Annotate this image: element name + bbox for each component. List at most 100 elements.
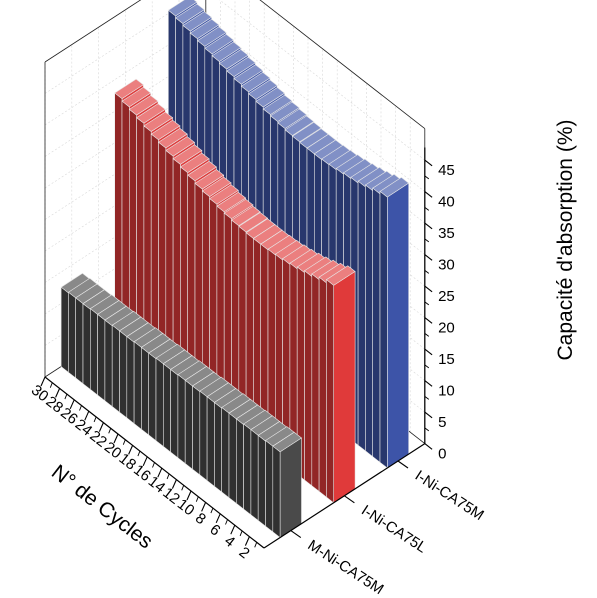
bar-front-face (177, 373, 186, 465)
x-tick (98, 422, 104, 432)
y-tick (424, 254, 433, 261)
y-tick-label: 25 (438, 288, 455, 305)
bar-front-face (265, 439, 274, 533)
y-tick (424, 317, 433, 324)
bar-front-face (257, 434, 266, 527)
x-tick (55, 388, 61, 398)
bar-front-face (311, 273, 320, 493)
x-minor-tick (181, 485, 185, 491)
x-minor-tick (49, 382, 53, 388)
y-tick-label: 0 (438, 445, 446, 462)
bar-front-face (75, 297, 84, 385)
x-tick-label: 30 (28, 382, 52, 406)
bar-front-face (68, 291, 76, 379)
series-label: I-Ni-CA75L (358, 502, 429, 557)
bar-front-face (304, 270, 313, 487)
series-I-Ni-CA75L (114, 78, 356, 504)
bar-front-face (148, 352, 157, 442)
x-tick (215, 513, 221, 524)
bar-front-face (357, 180, 366, 452)
x-minor-tick (64, 393, 68, 400)
y-tick-label: 35 (438, 225, 455, 242)
x-minor-tick (254, 542, 258, 548)
bar-front-face (236, 418, 244, 510)
x-tick-label: 20 (101, 439, 125, 463)
x-tick (201, 502, 207, 512)
x-minor-tick (239, 530, 243, 537)
y-tick-label: 30 (438, 256, 455, 273)
bar-front-face (155, 357, 164, 448)
bar-front-face (365, 184, 374, 458)
x-tick-label: 18 (116, 450, 140, 474)
bar-front-face (192, 385, 201, 476)
x-minor-tick (137, 450, 141, 457)
bar-front-face (272, 445, 281, 539)
bar-front-face (141, 346, 149, 436)
y-minor-tick (424, 301, 430, 306)
bar-front-face (104, 319, 113, 408)
bar-front-face (221, 406, 230, 499)
bar-front-face (250, 429, 259, 522)
x-minor-tick (166, 473, 170, 480)
x-minor-tick (79, 405, 82, 411)
bar (325, 265, 356, 504)
bar-front-face (119, 330, 128, 419)
x-tick-label: 10 (174, 496, 198, 520)
x-tick (69, 399, 75, 410)
bar-front-face (379, 190, 388, 469)
bar-front-face (214, 401, 222, 493)
x-tick (186, 490, 192, 501)
bar-front-face (82, 303, 91, 391)
x-tick (157, 467, 163, 478)
series-tick (344, 495, 355, 504)
x-tick-label: 4 (221, 532, 238, 551)
x-tick-label: 24 (72, 416, 96, 440)
x-tick (84, 410, 90, 421)
bar-front-face (243, 423, 252, 516)
y-minor-tick (424, 269, 430, 274)
bar-front-face (326, 279, 335, 504)
x-minor-tick (122, 439, 126, 445)
bar-front-face (228, 412, 237, 505)
bar-front-face (111, 324, 120, 413)
y-tick (424, 285, 433, 293)
bar (379, 177, 410, 469)
y-minor-tick (424, 395, 430, 400)
y-tick-label: 15 (438, 351, 455, 368)
bar-front-face (184, 379, 193, 470)
x-tick-label: 12 (159, 484, 183, 508)
y-minor-tick (424, 364, 430, 369)
series-tick (397, 460, 409, 469)
series-M-Ni-CA75M (60, 272, 303, 539)
y-axis-title: Capacité d'absorption (%) (554, 120, 577, 361)
x-minor-tick (225, 519, 228, 525)
x-minor-tick (93, 416, 97, 423)
x-tick (128, 445, 134, 455)
bars (60, 0, 410, 539)
bar-front-face (97, 313, 106, 402)
y-minor-tick (424, 427, 430, 432)
series-tick (290, 530, 302, 539)
x-minor-tick (195, 496, 199, 502)
x-tick (40, 376, 46, 387)
box-frame-line (44, 0, 142, 63)
series-label: M-Ni-CA75M (305, 537, 387, 598)
x-tick-label: 2 (236, 544, 253, 563)
bar-front-face (163, 363, 171, 453)
x-minor-tick (210, 507, 214, 514)
bar-side-face (279, 437, 302, 539)
x-tick-label: 28 (43, 393, 67, 417)
x-tick-label: 6 (206, 521, 223, 540)
y-tick-label: 45 (438, 162, 455, 179)
x-tick (113, 433, 119, 444)
bar-front-face (60, 286, 69, 373)
y-tick-label: 5 (438, 414, 446, 431)
y-tick-label: 40 (438, 193, 455, 210)
y-minor-tick (424, 175, 430, 180)
x-tick-label: 26 (57, 404, 81, 428)
bar-side-face (333, 270, 356, 504)
series-label: I-Ni-CA75M (412, 467, 487, 524)
y-tick (424, 191, 433, 198)
x-tick-label: 8 (192, 510, 209, 529)
